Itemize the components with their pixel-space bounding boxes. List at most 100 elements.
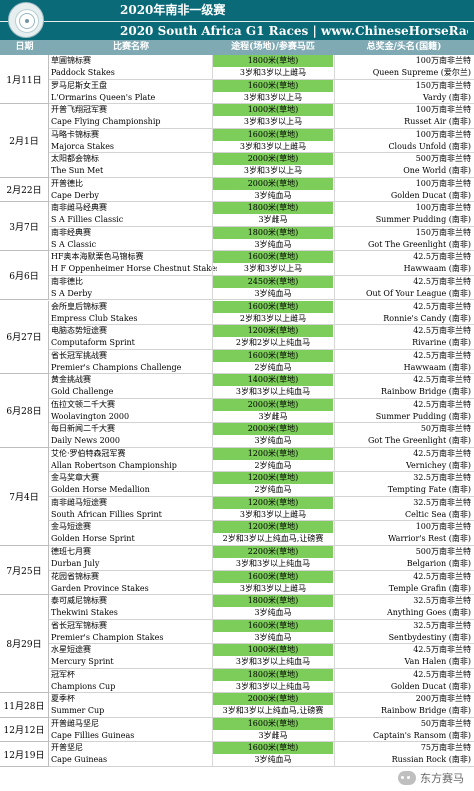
race-winner: Clouds Unfold (南非) — [388, 141, 471, 151]
race-conditions: 3岁纯血马 — [254, 239, 292, 249]
race-name-english: Golden Horse Sprint — [51, 534, 135, 544]
race-name-english: The Sun Met — [51, 166, 104, 176]
race-name-chinese: 艾伦·罗伯特森冠军赛 — [51, 448, 126, 458]
emblem-icon — [8, 2, 44, 38]
race-winner: Belgarion (南非) — [406, 559, 471, 568]
race-prize: 100万南非兰特 — [415, 203, 471, 213]
race-winner: One World (南非) — [403, 166, 471, 176]
race-name-chinese: 德班七月赛 — [51, 547, 91, 556]
table-row: 艾伦·罗伯特森冠军赛 Allan Robertson Championship 12… — [0, 447, 474, 473]
race-name-chinese: 开普飞翔冠军赛 — [51, 105, 107, 115]
column-header-distance: 途程(场地)/参赛马匹 — [231, 42, 315, 52]
race-conditions: 2岁纯血马 — [254, 485, 292, 495]
race-winner: Rainbow Bridge (南非) — [380, 387, 471, 397]
race-distance: 1800米(草地) — [213, 55, 333, 67]
column-divider — [212, 55, 213, 767]
race-conditions: 3岁雌马 — [258, 215, 288, 225]
race-name-english: South African Fillies Sprint — [51, 509, 162, 519]
race-distance: 1600米(草地) — [213, 300, 333, 313]
race-prize: 42.5万南非兰特 — [413, 326, 471, 336]
table-row: 省长冠军锦标赛 Premier's Champion Stakes 1600米(草地… — [0, 619, 474, 645]
race-prize: 75万南非兰特 — [420, 743, 471, 753]
table-row: 开普飞翔冠军赛 Cape Flying Championship 1000米(草地)… — [0, 104, 474, 129]
date-cell: 2月1日 — [0, 104, 49, 178]
race-conditions: 2岁和3岁以上雌马 — [239, 313, 307, 323]
race-distance: 1400米(草地) — [213, 374, 333, 387]
race-name-english: Cape Fillies Guineas — [51, 730, 135, 740]
race-name-chinese: 会所皇后锦标赛 — [51, 301, 107, 311]
race-prize: 200万南非兰特 — [415, 694, 471, 704]
race-distance: 2000米(草地) — [213, 398, 333, 411]
race-distance: 2000米(草地) — [213, 693, 333, 706]
race-name-chinese: 太阳都会锦标 — [51, 154, 99, 164]
table-row: 开普德比 Cape Derby 2000米(草地) 3岁纯血马 100万南非兰特 Gold… — [0, 177, 474, 203]
table-row: 开普坚尼 Cape Guineas 1600米(草地) 3岁纯血马 75万南非兰特 Rus… — [0, 742, 474, 767]
wechat-icon — [398, 771, 416, 785]
race-name-english: Cape Flying Championship — [51, 117, 161, 127]
race-distance: 1600米(草地) — [213, 349, 333, 362]
race-prize: 42.5万南非兰特 — [413, 399, 471, 409]
race-distance: 1200米(草地) — [213, 521, 333, 534]
race-winner: Anything Goes (南非) — [386, 608, 471, 618]
date-cell: 6月28日 — [0, 374, 49, 448]
race-distance: 1000米(草地) — [213, 644, 333, 657]
race-prize: 42.5万南非兰特 — [413, 571, 471, 581]
date-cell: 7月4日 — [0, 447, 49, 546]
race-name-english: Gold Challenge — [51, 387, 114, 397]
race-name-english: Premier's Champion Stakes — [51, 632, 164, 642]
race-distance: 1800米(草地) — [213, 202, 333, 215]
race-conditions: 3岁纯血马 — [254, 608, 292, 618]
race-name-english: S A Derby — [51, 288, 92, 298]
race-name-chinese: 金马短途赛 — [51, 522, 91, 532]
race-name-chinese: 伍拉文顿二千大赛 — [51, 399, 115, 409]
race-distance: 1200米(草地) — [213, 496, 333, 509]
race-winner: Celtic Sea (南非) — [405, 509, 471, 519]
race-table: 草圃锦标赛 Paddock Stakes 1800米(草地) 3岁和3岁以上雌马 100… — [0, 55, 474, 767]
race-distance: 2450米(草地) — [213, 275, 333, 288]
race-name-english: Computaform Sprint — [51, 338, 135, 348]
race-prize: 50万南非兰特 — [420, 424, 471, 434]
race-conditions: 3岁和3岁以上纯血马,让磅赛 — [222, 706, 324, 716]
race-prize: 100万南非兰特 — [415, 522, 471, 532]
race-winner: Got The Greenlight (南非) — [368, 436, 471, 446]
race-name-english: S A Classic — [51, 239, 97, 249]
race-prize: 32.5万南非兰特 — [413, 596, 471, 606]
race-prize: 42.5万南非兰特 — [413, 276, 471, 286]
date-cell: 3月7日 — [0, 202, 49, 252]
subtitle-bar: 2020 South Africa G1 Races | www.Chinese… — [0, 21, 474, 41]
race-name-chinese: 南非雌马经典赛 — [51, 203, 107, 213]
table-row: 电脑态势短途赛 Computaform Sprint 1200米(草地) 2岁和2岁以… — [0, 325, 474, 350]
column-header-date: 日期 — [15, 42, 34, 52]
race-winner: Vardy (南非) — [422, 92, 471, 102]
race-name-english: Golden Horse Medallion — [51, 485, 150, 495]
table-row: 花园省锦标赛 Garden Province Stakes 1600米(草地) 3岁和… — [0, 570, 474, 596]
table-row: 会所皇后锦标赛 Empress Club Stakes 1600米(草地) 2岁和3岁… — [0, 300, 474, 326]
table-row: 南非经典赛 S A Classic 1800米(草地) 3岁纯血马 150万南非兰特 Go… — [0, 226, 474, 252]
column-header-row: 日期 比赛名称 途程(场地)/参赛马匹 总奖金/头名(国籍) — [0, 40, 474, 55]
race-winner: Summer Pudding (南非) — [375, 215, 471, 225]
race-winner: Got The Greenlight (南非) — [368, 239, 471, 249]
race-name-english: Cape Derby — [51, 190, 99, 200]
race-name-english: Garden Province Stakes — [51, 583, 149, 593]
race-conditions: 3岁和3岁以上马 — [243, 166, 303, 176]
race-conditions: 3岁纯血马 — [254, 632, 292, 642]
race-conditions: 3岁和3岁以上雌马 — [239, 141, 307, 151]
race-winner: Golden Ducat (南非) — [390, 190, 471, 200]
race-distance: 1200米(草地) — [213, 325, 333, 338]
race-prize: 500万南非兰特 — [415, 547, 471, 556]
race-name-chinese: HF奥本海默栗色马锦标赛 — [51, 252, 144, 262]
race-name-english: Cape Guineas — [51, 755, 108, 765]
race-conditions: 3岁和3岁以上雌马 — [239, 509, 307, 519]
race-conditions: 3岁纯血马 — [254, 436, 292, 446]
race-winner: Russian Rock (南非) — [391, 755, 471, 765]
race-winner: Temple Grafin (南非) — [388, 583, 471, 593]
race-name-english: Majorca Stakes — [51, 141, 115, 151]
race-winner: Russet Air (南非) — [404, 117, 471, 127]
race-distance: 2000米(草地) — [213, 423, 333, 436]
table-row: 夏季杯 Summer Cup 2000米(草地) 3岁和3岁以上纯血马,让磅赛 200万… — [0, 693, 474, 718]
table-row: 南非德比 S A Derby 2450米(草地) 3岁纯血马 42.5万南非兰特 Out … — [0, 275, 474, 301]
race-prize: 42.5万南非兰特 — [413, 645, 471, 655]
race-name-chinese: 黄金挑战赛 — [51, 375, 91, 385]
race-conditions: 3岁和3岁以上马 — [243, 264, 303, 274]
